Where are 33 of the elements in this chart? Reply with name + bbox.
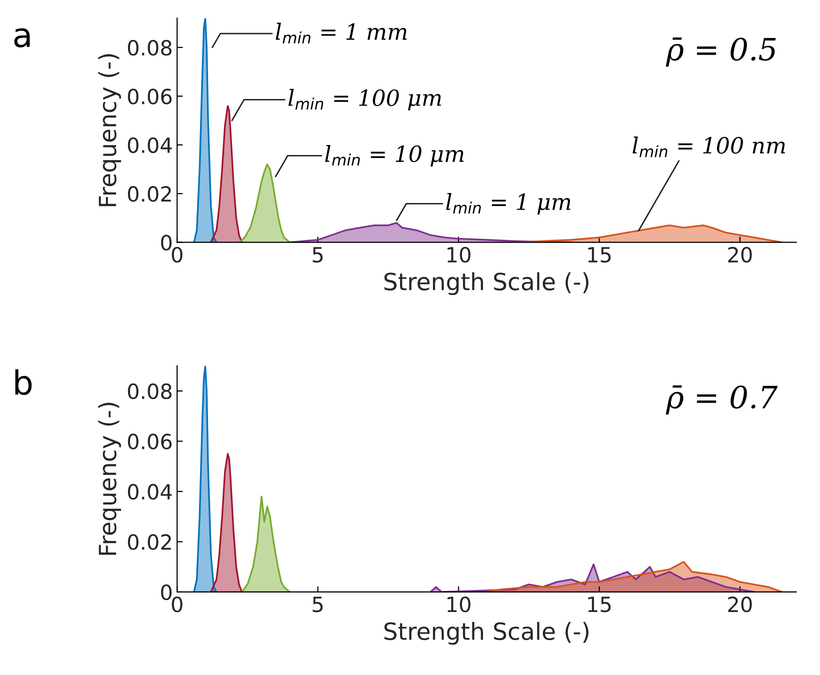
x-tick-label: 0 (172, 246, 182, 263)
y-tick-label: 0 (161, 584, 172, 600)
x-tick-label: 5 (312, 596, 323, 612)
y-tick-label: 0.08 (128, 383, 172, 400)
y-axis-title: Frequency (-) (98, 402, 122, 555)
x-tick-label: 0 (172, 596, 182, 612)
x-axis-title: Strength Scale (-) (384, 622, 588, 645)
y-tick-label: 0.06 (128, 88, 172, 104)
y-tick-label: 0.06 (128, 434, 172, 450)
annotation: l$_{min}$ = 1 μm (446, 192, 570, 214)
x-axis-title: Strength Scale (-) (384, 272, 588, 296)
x-tick-label: 5 (312, 247, 323, 263)
y-tick-label: 0 (161, 234, 172, 251)
x-tick-label: 10 (448, 596, 470, 612)
x-tick-label: 20 (728, 596, 752, 612)
x-tick-label: 15 (588, 247, 611, 263)
chart-title: a (14, 28, 30, 48)
annotation: l$_{min}$ = 100 μm (288, 88, 442, 110)
annotation: l$_{min}$ = 10 μm (325, 144, 464, 166)
chart-title: b (15, 369, 32, 396)
y-tick-label: 0.08 (128, 40, 172, 56)
y-tick-label: 0.04 (128, 484, 172, 500)
annotation: ρ̄ = 0.7 (666, 385, 778, 415)
annotation: ρ̄ = 0.5 (666, 38, 776, 67)
x-tick-label: 20 (728, 246, 752, 263)
annotation: l$_{min}$ = 100 nm (632, 136, 786, 158)
y-tick-label: 0.02 (128, 186, 171, 202)
y-tick-label: 0.04 (128, 137, 172, 154)
annotation: l$_{min}$ = 1 mm (276, 22, 407, 44)
x-tick-label: 15 (588, 596, 611, 612)
x-tick-label: 10 (448, 246, 470, 263)
y-tick-label: 0.02 (128, 534, 171, 550)
y-axis-title: Frequency (-) (98, 54, 122, 206)
